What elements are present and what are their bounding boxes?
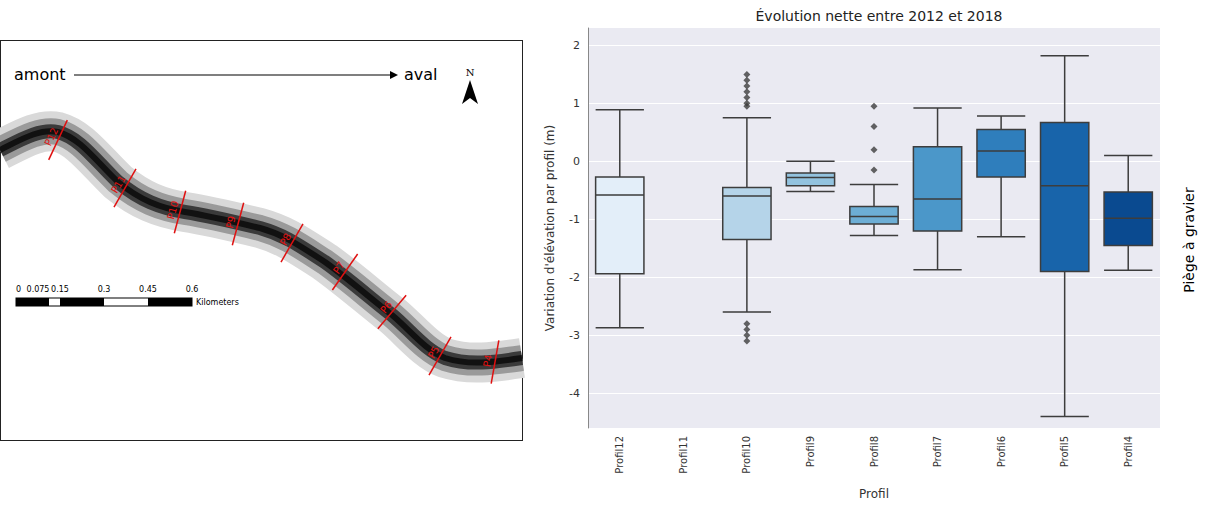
svg-text:P6: P6 <box>378 299 394 316</box>
svg-text:Profil5: Profil5 <box>1059 436 1070 467</box>
svg-text:0: 0 <box>573 155 580 168</box>
svg-text:amont: amont <box>14 65 66 84</box>
svg-text:-2: -2 <box>569 271 580 284</box>
svg-text:0: 0 <box>16 285 21 294</box>
svg-text:Profil12: Profil12 <box>614 436 625 474</box>
svg-text:Profil7: Profil7 <box>932 436 943 467</box>
svg-text:Variation d'élévation par prof: Variation d'élévation par profil (m) <box>543 125 557 331</box>
svg-text:Profil10: Profil10 <box>741 436 752 474</box>
svg-text:Profil11: Profil11 <box>678 436 689 474</box>
svg-text:Profil4: Profil4 <box>1123 436 1134 467</box>
svg-text:P8: P8 <box>278 231 294 247</box>
svg-text:Profil9: Profil9 <box>805 436 816 467</box>
svg-text:P11: P11 <box>109 173 128 195</box>
svg-text:Profil: Profil <box>859 487 889 501</box>
svg-text:0.3: 0.3 <box>98 285 111 294</box>
svg-text:1: 1 <box>573 97 580 110</box>
svg-text:Kilometers: Kilometers <box>196 298 239 307</box>
svg-text:0.15: 0.15 <box>51 285 69 294</box>
svg-text:-4: -4 <box>569 387 580 400</box>
svg-text:P7: P7 <box>331 259 347 275</box>
svg-text:Piège à gravier: Piège à gravier <box>1181 187 1197 293</box>
svg-text:Profil8: Profil8 <box>869 436 880 467</box>
svg-text:N: N <box>466 67 475 78</box>
svg-text:P10: P10 <box>165 200 180 221</box>
svg-text:0.075: 0.075 <box>27 285 50 294</box>
svg-text:Profil6: Profil6 <box>996 436 1007 467</box>
svg-text:P9: P9 <box>224 215 238 230</box>
svg-text:P12: P12 <box>42 126 60 148</box>
svg-text:-3: -3 <box>569 329 580 342</box>
svg-text:Évolution nette entre 2012 et: Évolution nette entre 2012 et 2018 <box>755 8 1002 24</box>
svg-text:0.6: 0.6 <box>186 285 199 294</box>
svg-text:0.45: 0.45 <box>139 285 157 294</box>
svg-text:P4: P4 <box>481 354 494 368</box>
svg-text:P5: P5 <box>426 344 442 360</box>
svg-text:aval: aval <box>404 65 438 84</box>
svg-text:2: 2 <box>573 39 580 52</box>
svg-text:-1: -1 <box>569 213 580 226</box>
